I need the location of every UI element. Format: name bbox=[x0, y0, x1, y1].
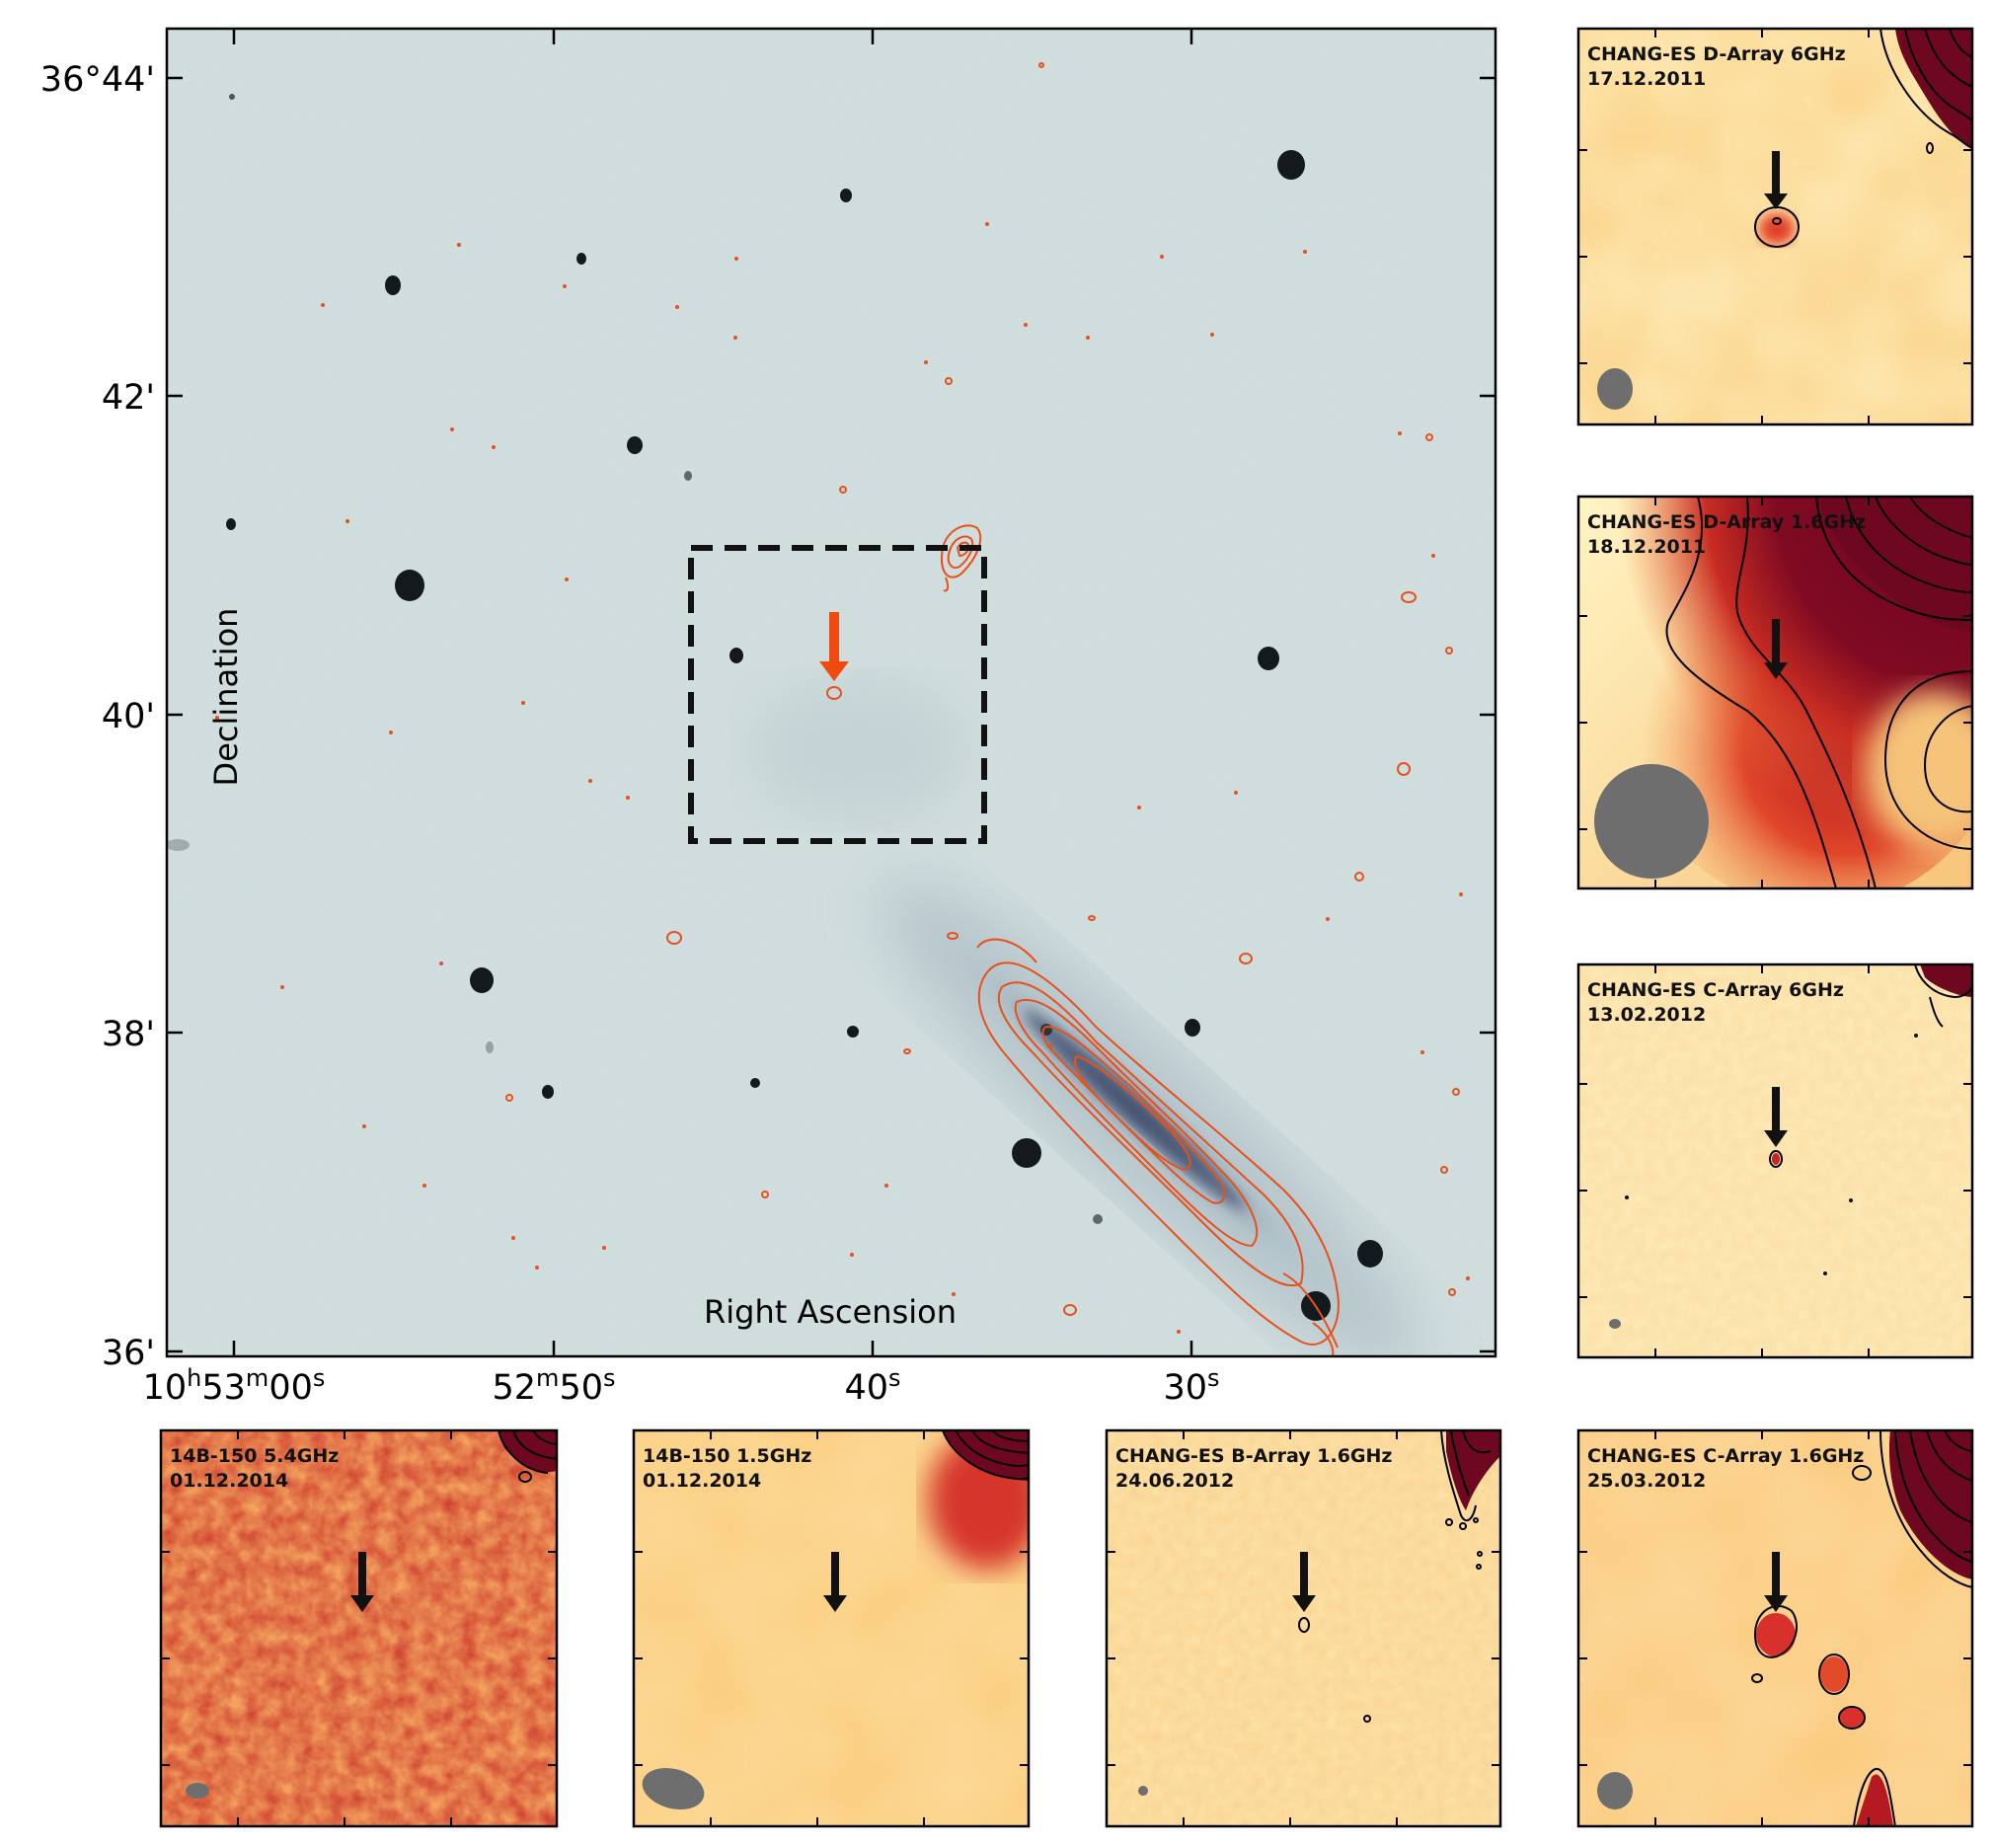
faint-diffuse-glow bbox=[750, 681, 967, 819]
zoom-region-box bbox=[688, 545, 987, 844]
main-optical-panel: 36°44' 42' 40' 38' 36' 10h53m00s 52m50s … bbox=[40, 27, 1497, 1408]
panel-title: CHANG-ES B-Array 1.6GHz bbox=[1115, 1445, 1392, 1467]
beam-ellipse bbox=[1597, 1772, 1633, 1810]
dec-tick-label: 40' bbox=[102, 697, 155, 736]
dec-tick-label: 36' bbox=[102, 1334, 155, 1373]
main-frame bbox=[165, 27, 1497, 1358]
beam-ellipse bbox=[642, 1767, 705, 1810]
panel-title: CHANG-ES C-Array 1.6GHz bbox=[1587, 1445, 1864, 1467]
beam-ellipse bbox=[1597, 368, 1633, 410]
panel-date: 01.12.2014 bbox=[170, 1470, 288, 1492]
dec-tick-label: 36°44' bbox=[40, 60, 155, 100]
dec-tick-label: 38' bbox=[102, 1015, 155, 1054]
panel-title: CHANG-ES C-Array 6GHz bbox=[1587, 979, 1844, 1001]
panel-date: 01.12.2014 bbox=[643, 1470, 761, 1492]
ra-tick-label: 10h53m00s bbox=[143, 1364, 326, 1408]
ra-tick-label: 30s bbox=[1163, 1364, 1219, 1408]
panel-title: 14B-150 5.4GHz bbox=[170, 1445, 339, 1467]
panel-date: 13.02.2012 bbox=[1587, 1004, 1706, 1026]
panel-date: 18.12.2011 bbox=[1587, 536, 1706, 558]
panel-title: 14B-150 1.5GHz bbox=[643, 1445, 811, 1467]
beam-ellipse bbox=[186, 1783, 209, 1799]
ra-tick-label: 52m50s bbox=[493, 1364, 616, 1408]
radio-panel: CHANG-ES D-Array 6GHz 17.12.2011 bbox=[1576, 27, 1974, 426]
panel-date: 24.06.2012 bbox=[1115, 1470, 1234, 1492]
beam-ellipse bbox=[1609, 1319, 1621, 1329]
radio-panel: CHANG-ES D-Array 1.6GHz 18.12.2011 bbox=[1576, 495, 1974, 890]
star-field bbox=[167, 94, 1383, 1321]
panel-title: CHANG-ES D-Array 6GHz bbox=[1587, 43, 1846, 65]
radio-panel: 14B-150 1.5GHz 01.12.2014 bbox=[632, 1428, 1031, 1828]
y-axis-label: Declination bbox=[207, 608, 245, 787]
panel-date: 25.03.2012 bbox=[1587, 1470, 1706, 1492]
radio-contours bbox=[505, 62, 1460, 1356]
ra-tick-label: 40s bbox=[844, 1364, 900, 1408]
target-arrow bbox=[819, 612, 849, 681]
panel-title: CHANG-ES D-Array 1.6GHz bbox=[1587, 511, 1866, 533]
radio-panel: CHANG-ES B-Array 1.6GHz 24.06.2012 bbox=[1105, 1428, 1502, 1828]
dec-tick-label: 42' bbox=[102, 378, 155, 418]
beam-ellipse bbox=[1138, 1786, 1148, 1796]
beam-ellipse bbox=[1594, 764, 1709, 879]
main-ticks bbox=[167, 29, 1496, 1356]
x-axis-label: Right Ascension bbox=[704, 1293, 957, 1331]
radio-panel: CHANG-ES C-Array 1.6GHz 25.03.2012 bbox=[1576, 1428, 1974, 1828]
panel-date: 17.12.2011 bbox=[1587, 68, 1706, 90]
radio-specks bbox=[215, 222, 1470, 1334]
radio-panel: CHANG-ES C-Array 6GHz 13.02.2012 bbox=[1576, 962, 1974, 1359]
radio-panel: 14B-150 5.4GHz 01.12.2014 bbox=[159, 1428, 559, 1828]
